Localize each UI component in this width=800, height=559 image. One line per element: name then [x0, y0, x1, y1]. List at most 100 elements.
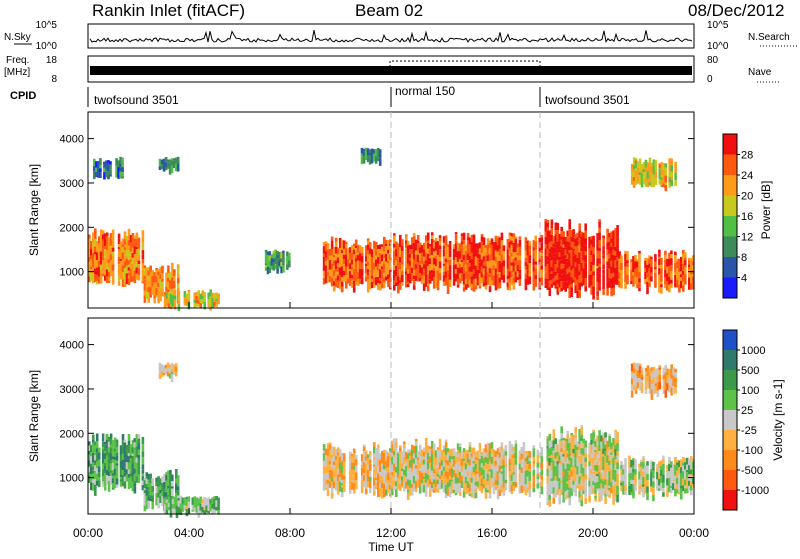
data-cell: [596, 461, 599, 466]
data-cell: [438, 438, 442, 443]
data-cell: [496, 245, 500, 252]
data-cell: [508, 450, 512, 459]
data-cell: [103, 172, 106, 180]
data-cell: [650, 478, 653, 487]
data-cell: [428, 446, 432, 449]
data-cell: [405, 243, 408, 249]
data-cell: [389, 448, 392, 452]
data-cell: [480, 463, 484, 468]
data-cell: [688, 260, 691, 265]
data-cell: [608, 436, 611, 444]
data-cell: [183, 497, 187, 506]
data-cell: [387, 240, 390, 244]
data-cell: [512, 451, 516, 454]
data-cell: [385, 450, 388, 459]
data-cell: [107, 254, 111, 260]
data-cell: [137, 438, 141, 444]
data-cell: [119, 468, 123, 475]
data-cell: [288, 260, 291, 268]
data-cell: [474, 265, 478, 269]
data-cell: [642, 176, 646, 185]
data-cell: [276, 254, 279, 259]
data-cell: [405, 280, 408, 288]
data-cell: [346, 259, 350, 268]
data-cell: [444, 265, 448, 272]
data-cell: [488, 469, 492, 472]
data-cell: [568, 464, 571, 471]
data-cell: [540, 479, 544, 487]
data-cell: [197, 303, 201, 307]
data-cell: [574, 273, 577, 278]
data-cell: [356, 271, 360, 280]
data-cell: [145, 271, 149, 279]
data-cell: [552, 429, 556, 435]
data-cell: [580, 274, 583, 280]
data-cell: [528, 260, 532, 264]
data-cell: [688, 465, 691, 471]
data-cell: [387, 459, 390, 467]
data-cell: [352, 456, 356, 463]
data-cell: [636, 283, 639, 289]
data-cell: [167, 488, 170, 496]
data-cell: [548, 290, 552, 297]
data-cell: [580, 463, 583, 466]
data-cell: [596, 481, 599, 489]
data-cell: [662, 474, 665, 479]
data-cell: [544, 284, 548, 288]
data-cell: [558, 249, 561, 253]
data-cell: [432, 244, 436, 249]
data-cell: [674, 180, 677, 186]
data-cell: [444, 484, 448, 488]
data-cell: [596, 295, 599, 301]
data-cell: [464, 284, 468, 287]
data-cell: [660, 278, 663, 282]
data-cell: [193, 302, 197, 309]
data-cell: [342, 472, 346, 476]
data-cell: [682, 478, 685, 486]
data-cell: [494, 268, 498, 273]
data-cell: [598, 430, 601, 437]
data-cell: [444, 494, 448, 499]
data-cell: [127, 275, 131, 279]
data-cell: [397, 460, 400, 468]
data-cell: [416, 475, 420, 479]
data-cell: [119, 163, 122, 168]
data-cell: [215, 292, 218, 299]
data-cell: [596, 233, 599, 237]
data-cell: [508, 458, 512, 463]
data-cell: [123, 451, 127, 459]
data-cell: [395, 241, 398, 250]
data-cell: [674, 282, 677, 288]
data-cell: [598, 471, 601, 475]
data-cell: [338, 484, 342, 492]
data-cell: [395, 447, 398, 452]
data-cell: [466, 253, 470, 261]
data-cell: [414, 264, 418, 269]
data-cell: [334, 278, 338, 284]
data-cell: [354, 465, 358, 473]
data-cell: [568, 272, 571, 277]
data-cell: [426, 232, 430, 238]
data-cell: [558, 233, 561, 241]
freq-tick-bottom: 8: [51, 74, 57, 85]
velocity-colorbar-label: Velocity [m s-1]: [771, 379, 785, 460]
data-cell: [166, 162, 170, 169]
data-cell: [366, 265, 370, 270]
data-cell: [147, 487, 151, 491]
data-cell: [584, 453, 587, 458]
data-cell: [578, 275, 581, 283]
data-cell: [322, 241, 326, 247]
y-tick-label: 3000: [60, 178, 84, 190]
data-cell: [604, 494, 607, 497]
data-cell: [358, 268, 362, 273]
data-cell: [119, 452, 123, 456]
data-cell: [482, 479, 486, 485]
data-cell: [422, 479, 426, 486]
data-cell: [94, 232, 97, 239]
data-cell: [342, 240, 346, 246]
data-cell: [420, 278, 424, 284]
data-cell: [426, 283, 430, 286]
data-cell: [373, 444, 376, 447]
data-cell: [518, 450, 522, 457]
data-cell: [534, 261, 538, 265]
